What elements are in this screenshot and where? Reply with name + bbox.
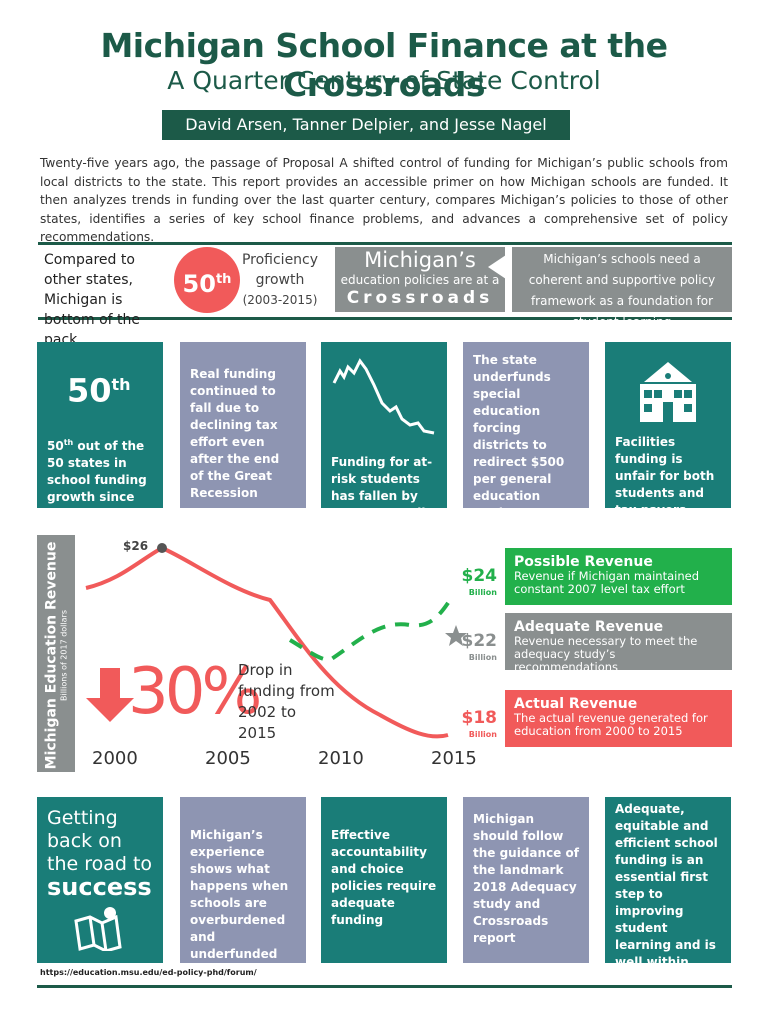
card: Real funding continued to fall due to de… xyxy=(180,342,306,508)
legend-desc: Revenue necessary to meet the adequacy s… xyxy=(514,634,698,674)
rank-badge: 50th xyxy=(174,247,240,313)
crossroads-3: Crossroads xyxy=(346,288,494,308)
card: Getting back on the road to success xyxy=(37,797,163,963)
card: Adequate, equitable and efficient school… xyxy=(605,797,731,986)
intro: Twenty-five years ago, the passage of Pr… xyxy=(40,156,728,244)
legend-value: $22 xyxy=(461,631,498,651)
banner xyxy=(38,242,732,320)
card: Michigan’s experience shows what happens… xyxy=(180,797,306,963)
footer-rule xyxy=(37,985,732,988)
crossroads-2: education policies are at a xyxy=(340,273,500,287)
suffix: th xyxy=(63,438,74,447)
subtitle: A Quarter Century of State Control xyxy=(167,66,601,95)
card: Effective accountability and choice poli… xyxy=(321,797,447,963)
legend-desc: The actual revenue generated for educati… xyxy=(514,711,708,738)
proficiency: Proficiency growth (2003-2015) xyxy=(236,250,324,310)
card: Facilities funding is unfair for both st… xyxy=(605,342,731,517)
text: Getting back on the road to xyxy=(47,807,153,875)
crossroads-1: Michigan’s xyxy=(364,248,476,272)
bold: success xyxy=(47,873,152,901)
legend-unit: Billion xyxy=(468,730,497,739)
footer-url: https://education.msu.edu/ed-policy-phd/… xyxy=(40,968,257,977)
decline-icon xyxy=(332,358,435,435)
x-label: 2000 xyxy=(92,748,138,769)
legend-item: Possible Revenue Revenue if Michigan main… xyxy=(505,548,732,605)
rank-suffix: th xyxy=(215,272,232,287)
big: 50 xyxy=(67,371,112,410)
drop-text: Drop in funding from 2002 to 2015 xyxy=(238,661,335,742)
card: Michigan should follow the guidance of t… xyxy=(463,797,589,963)
peak-label: $26 xyxy=(123,539,149,553)
x-label: 2005 xyxy=(205,748,251,769)
school-icon xyxy=(640,362,696,422)
title: Michigan School Finance at the Crossroad… xyxy=(100,26,668,104)
y-axis-band xyxy=(37,535,75,772)
legend-unit: Billion xyxy=(468,653,497,662)
proficiency-label: Proficiency growth xyxy=(241,252,319,288)
card-text: 50th out of the 50 states in school fund… xyxy=(47,434,155,523)
card-big: 50th xyxy=(67,375,131,407)
big-suffix: th xyxy=(111,375,131,394)
x-label: 2015 xyxy=(431,748,477,769)
need-box: Michigan’s schools need a coherent and s… xyxy=(512,247,732,329)
legend-name: Possible Revenue xyxy=(514,554,653,570)
rank: 50 xyxy=(182,270,216,298)
legend-item: Actual Revenue The actual revenue generat… xyxy=(505,690,732,747)
period: (2003-2015) xyxy=(242,293,318,307)
legend-value: $24 xyxy=(461,566,498,586)
legend-value: $18 xyxy=(461,708,498,728)
card: The state underfunds special education f… xyxy=(463,342,589,554)
x-label: 2010 xyxy=(318,748,364,769)
legend-desc: Revenue if Michigan maintained constant … xyxy=(514,569,699,596)
text: out of the 50 states in school funding g… xyxy=(47,439,147,521)
drop-percent: 30% xyxy=(128,655,262,729)
legend-item: Adequate Revenue Revenue necessary to mee… xyxy=(505,613,732,674)
legend-name: Adequate Revenue xyxy=(514,619,664,635)
map-icon xyxy=(74,907,122,951)
card: 50th 50th out of the 50 states in school… xyxy=(37,342,163,521)
revenue-curves xyxy=(85,543,467,739)
legend-unit: Billion xyxy=(468,588,497,597)
arrow-icon xyxy=(488,255,518,279)
card: Funding for at-risk students has fallen … xyxy=(321,342,447,520)
crossroads-box: Michigan’s education policies are at a C… xyxy=(335,247,505,312)
rank: 50 xyxy=(47,439,64,453)
authors: David Arsen, Tanner Delpier, and Jesse N… xyxy=(162,110,570,140)
legend-name: Actual Revenue xyxy=(514,696,638,712)
compare-text: Compared to other states, Michigan is bo… xyxy=(44,252,141,348)
